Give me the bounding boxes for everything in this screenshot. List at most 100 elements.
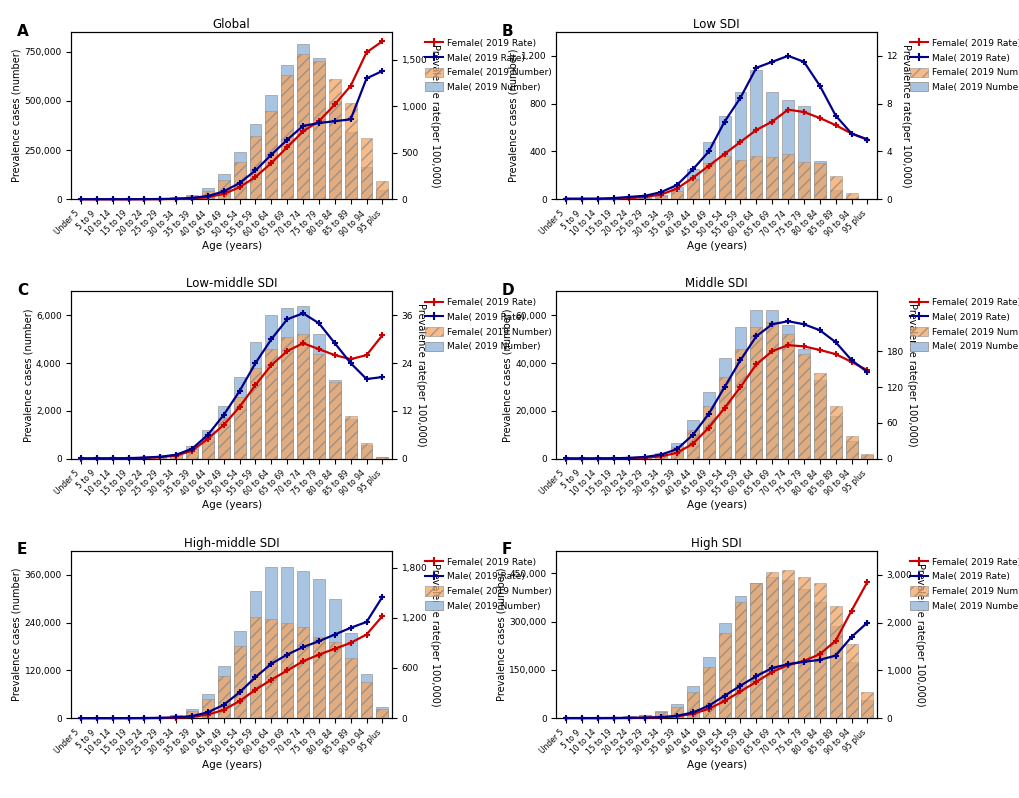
Title: High-middle SDI: High-middle SDI	[183, 536, 279, 550]
Bar	[328, 382, 340, 459]
Bar	[686, 421, 698, 459]
Bar	[734, 92, 746, 200]
Bar	[782, 580, 793, 718]
Bar	[797, 354, 809, 459]
Bar	[654, 452, 666, 459]
Bar	[654, 711, 666, 718]
Y-axis label: Prevalence rate(per 100,000): Prevalence rate(per 100,000)	[906, 303, 916, 447]
Bar	[750, 156, 761, 200]
Bar	[185, 195, 198, 200]
Bar	[218, 666, 229, 718]
Bar	[623, 199, 635, 200]
Bar	[828, 190, 841, 200]
Bar	[639, 456, 650, 459]
Bar	[654, 196, 666, 200]
Y-axis label: Prevalence rate(per 100,000): Prevalence rate(per 100,000)	[430, 44, 440, 188]
Bar	[702, 666, 714, 718]
Bar	[686, 686, 698, 718]
Bar	[202, 437, 214, 459]
Bar	[828, 606, 841, 718]
Y-axis label: Prevalence cases (number): Prevalence cases (number)	[11, 567, 21, 701]
Bar	[718, 156, 730, 200]
Bar	[202, 699, 214, 718]
Title: Low SDI: Low SDI	[693, 18, 739, 31]
Bar	[313, 61, 325, 200]
Bar	[265, 618, 277, 718]
X-axis label: Age (years): Age (years)	[202, 500, 262, 510]
Bar	[671, 188, 683, 200]
Bar	[623, 457, 635, 459]
Bar	[313, 637, 325, 718]
Bar	[154, 457, 166, 459]
Bar	[718, 116, 730, 200]
Bar	[297, 53, 309, 200]
Bar	[813, 380, 825, 459]
Bar	[154, 717, 166, 718]
Bar	[202, 191, 214, 200]
Bar	[813, 373, 825, 459]
Legend: Female( 2019 Rate), Male( 2019 Rate), Female( 2019 Number), Male( 2019 Number): Female( 2019 Rate), Male( 2019 Rate), Fe…	[907, 296, 1019, 353]
Bar	[154, 199, 166, 200]
Bar	[218, 174, 229, 200]
Bar	[328, 380, 340, 459]
Bar	[845, 440, 857, 459]
Bar	[623, 717, 635, 718]
Bar	[376, 707, 388, 718]
Bar	[702, 657, 714, 718]
Bar	[185, 449, 198, 459]
Bar	[828, 406, 841, 459]
Bar	[328, 642, 340, 718]
Bar	[782, 334, 793, 459]
Bar	[233, 630, 246, 718]
Bar	[639, 197, 650, 200]
Bar	[344, 103, 357, 200]
Bar	[361, 682, 372, 718]
Bar	[233, 377, 246, 459]
Bar	[607, 717, 619, 718]
Bar	[376, 709, 388, 718]
Bar	[170, 198, 182, 200]
Bar	[734, 160, 746, 200]
Bar	[813, 602, 825, 718]
Bar	[265, 111, 277, 200]
Bar	[623, 717, 635, 718]
Bar	[361, 674, 372, 718]
Bar	[750, 327, 761, 459]
Bar	[797, 577, 809, 718]
Bar	[265, 567, 277, 718]
Bar	[813, 583, 825, 718]
Bar	[718, 358, 730, 459]
Bar	[361, 445, 372, 459]
Bar	[828, 416, 841, 459]
Bar	[813, 161, 825, 200]
Bar	[782, 100, 793, 200]
Bar	[328, 598, 340, 718]
Bar	[344, 132, 357, 200]
Bar	[185, 445, 198, 459]
Bar	[718, 623, 730, 718]
Bar	[265, 95, 277, 200]
Bar	[765, 92, 777, 200]
Bar	[218, 180, 229, 200]
Bar	[170, 455, 182, 459]
Bar	[813, 164, 825, 200]
Bar	[861, 693, 872, 718]
Title: High SDI: High SDI	[691, 536, 742, 550]
X-axis label: Age (years): Age (years)	[686, 760, 746, 770]
Bar	[250, 136, 261, 200]
Bar	[702, 406, 714, 459]
Y-axis label: Prevalence rate(per 100,000): Prevalence rate(per 100,000)	[416, 303, 426, 447]
Bar	[376, 456, 388, 459]
Bar	[233, 162, 246, 200]
Bar	[702, 392, 714, 459]
Bar	[218, 418, 229, 459]
Legend: Female( 2019 Rate), Male( 2019 Rate), Female( 2019 Number), Male( 2019 Number): Female( 2019 Rate), Male( 2019 Rate), Fe…	[907, 555, 1019, 613]
Bar	[281, 75, 292, 200]
Bar	[845, 644, 857, 718]
Bar	[281, 622, 292, 718]
Title: Global: Global	[213, 18, 251, 31]
Bar	[686, 430, 698, 459]
Bar	[154, 717, 166, 718]
X-axis label: Age (years): Age (years)	[686, 241, 746, 251]
Bar	[185, 711, 198, 718]
